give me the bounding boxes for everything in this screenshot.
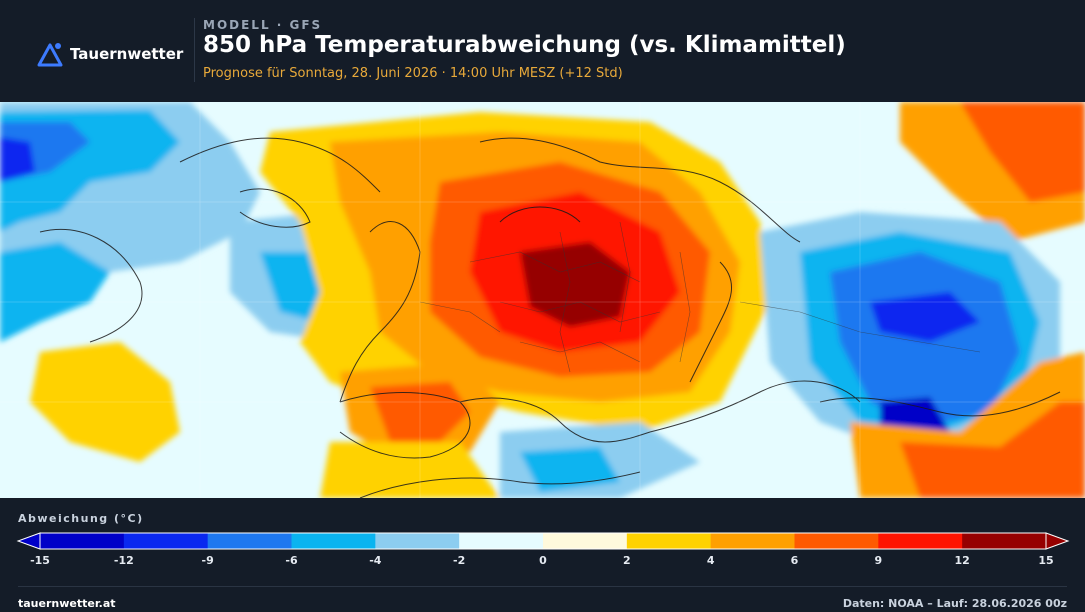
colorbar-arrow-left xyxy=(16,532,41,550)
colorbar-segment xyxy=(123,533,209,549)
header: Tauernwetter MODELL · GFS 850 hPa Temper… xyxy=(0,0,1085,100)
colorbar-tick-label: -4 xyxy=(369,554,382,567)
colorbar-tick-label: 12 xyxy=(954,554,970,567)
colorbar-segment xyxy=(878,533,963,549)
colorbar-tick-label: -6 xyxy=(285,554,298,567)
page-title: 850 hPa Temperaturabweichung (vs. Klimam… xyxy=(203,32,846,58)
colorbar-tick-label: -9 xyxy=(201,554,214,567)
brand-logo[interactable]: Tauernwetter xyxy=(36,40,183,68)
anomaly-map-svg xyxy=(0,102,1085,498)
brand-name: Tauernwetter xyxy=(70,45,184,63)
zone-slight-warm-sw xyxy=(30,342,180,462)
colorbar-segment xyxy=(962,533,1047,549)
mountain-logo-icon xyxy=(37,43,63,67)
data-source: Daten: NOAA – Lauf: 28.06.2026 00z xyxy=(842,597,1067,610)
legend-label: Abweichung (°C) xyxy=(18,512,144,525)
borders xyxy=(419,221,981,373)
footer-divider xyxy=(18,586,1067,587)
model-label: MODELL · GFS xyxy=(203,18,323,32)
colorbar-segment xyxy=(375,533,460,549)
coastlines xyxy=(39,137,1061,498)
site-link[interactable]: tauernwetter.at xyxy=(18,597,116,610)
colorbar-tick-label: 0 xyxy=(539,554,547,567)
zone-hot-se xyxy=(900,402,1085,498)
colorbar-segment xyxy=(543,533,628,549)
colorbar-tick-label: -12 xyxy=(113,554,134,567)
colorbar xyxy=(16,532,1070,550)
colorbar-segment xyxy=(794,533,879,549)
colorbar-segment xyxy=(40,533,125,549)
colorbar-arrow-right xyxy=(1045,532,1070,550)
colorbar-segment xyxy=(710,533,795,549)
colorbar-tick-label: 15 xyxy=(1038,554,1054,567)
colorbar-tick-label: 2 xyxy=(623,554,631,567)
zone-warm-africa xyxy=(320,442,500,498)
graticule xyxy=(0,102,1085,498)
colorbar-outline xyxy=(39,532,1047,550)
zone-cold-west xyxy=(0,137,35,182)
colorbar-tick-label: -2 xyxy=(453,554,466,567)
anomaly-map[interactable] xyxy=(0,102,1085,498)
colorbar-segment xyxy=(626,533,712,549)
colorbar-tick-label: 9 xyxy=(874,554,883,567)
header-divider xyxy=(194,18,195,82)
colorbar-segment xyxy=(291,533,376,549)
zone-mild-cool-sw xyxy=(0,242,110,342)
forecast-time: Prognose für Sonntag, 28. Juni 2026 · 14… xyxy=(203,66,623,81)
colorbar-ticks: -15 -12 -9 -6 -4 -2 0 2 4 6 9 12 15 xyxy=(0,554,1085,570)
colorbar-tick-label: -15 xyxy=(30,554,50,567)
zone-cold-east xyxy=(870,292,980,342)
colorbar-segment xyxy=(459,533,544,549)
colorbar-segment xyxy=(207,533,292,549)
zone-hot-ne xyxy=(960,102,1085,202)
colorbar-tick-label: 6 xyxy=(790,554,799,567)
colorbar-tick-label: 4 xyxy=(706,554,715,567)
